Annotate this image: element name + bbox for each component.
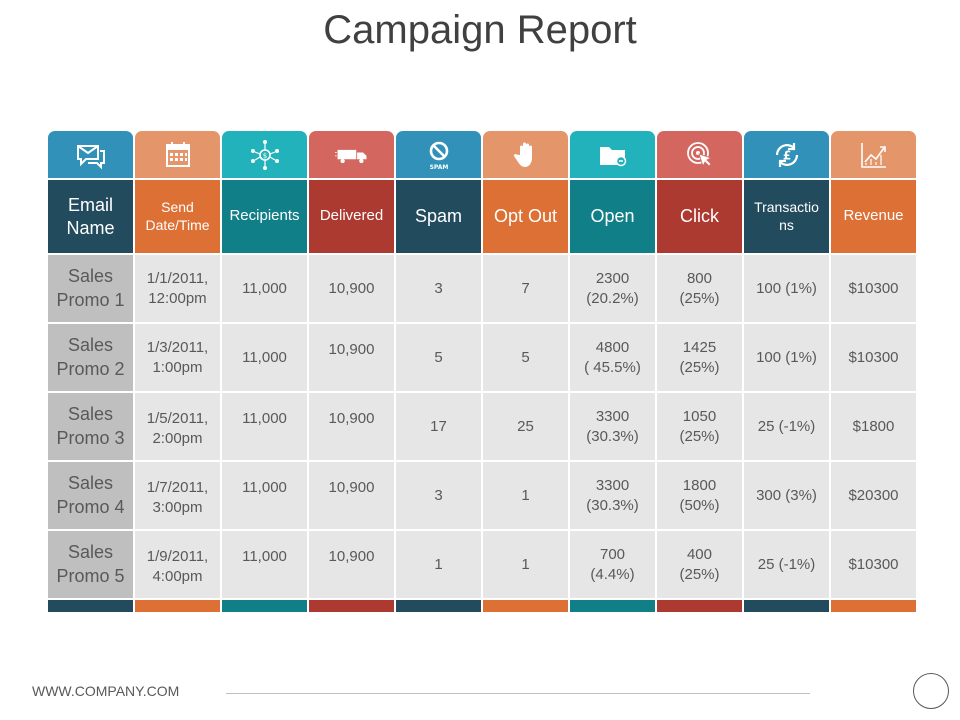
row-2-spam: 5 [396,324,481,391]
spam-icon: SPAM [396,131,481,178]
spam-icon-label: SPAM [429,164,448,171]
row-5-transactions: 25 (-1%) [744,531,829,598]
footer-strip [831,600,916,612]
row-1-open: 2300 (20.2%) [570,255,655,322]
campaign-table: $ SPAM £ Email Name Send Date/Time Recip… [48,131,916,612]
row-5-send-date: 1/9/2011, 4:00pm [135,531,220,598]
row-5-email-name: Sales Promo 5 [48,531,133,598]
header-click: Click [657,180,742,253]
row-2-transactions: 100 (1%) [744,324,829,391]
row-3-click: 1050 (25%) [657,393,742,460]
growth-chart-icon [831,131,916,178]
header-opt-out: Opt Out [483,180,568,253]
footer-strip [483,600,568,612]
row-2-revenue: $10300 [831,324,916,391]
header-recipients: Recipients [222,180,307,253]
row-5-opt-out: 1 [483,531,568,598]
footer-circle-icon [913,673,949,709]
row-3-email-name: Sales Promo 3 [48,393,133,460]
row-5-open: 700 (4.4%) [570,531,655,598]
row-2-open: 4800 ( 45.5%) [570,324,655,391]
recipients-network-icon: $ [222,131,307,178]
row-3-opt-out: 25 [483,393,568,460]
page-title: Campaign Report [323,8,637,52]
footer-strip [570,600,655,612]
pound-exchange-icon: £ [744,131,829,178]
row-2-send-date: 1/3/2011, 1:00pm [135,324,220,391]
header-open: Open [570,180,655,253]
footer-strip [396,600,481,612]
row-2-recipients: 11,000 [222,324,307,391]
row-3-revenue: $1800 [831,393,916,460]
row-1-recipients: 11,000 [222,255,307,322]
footer-url: WWW.COMPANY.COM [32,683,180,699]
email-icon [48,131,133,178]
footer-strip [135,600,220,612]
row-3-recipients: 11,000 [222,393,307,460]
row-2-email-name: Sales Promo 2 [48,324,133,391]
header-spam: Spam [396,180,481,253]
row-3-open: 3300 (30.3%) [570,393,655,460]
row-4-revenue: $20300 [831,462,916,529]
footer-strip [48,600,133,612]
row-1-send-date: 1/1/2011, 12:00pm [135,255,220,322]
open-folder-icon [570,131,655,178]
row-3-spam: 17 [396,393,481,460]
footer-divider [226,693,810,694]
row-5-revenue: $10300 [831,531,916,598]
row-3-send-date: 1/5/2011, 2:00pm [135,393,220,460]
footer-strip [309,600,394,612]
row-2-delivered: 10,900 [309,324,394,391]
row-2-click: 1425 (25%) [657,324,742,391]
row-4-transactions: 300 (3%) [744,462,829,529]
row-3-transactions: 25 (-1%) [744,393,829,460]
calendar-icon [135,131,220,178]
footer-strip [744,600,829,612]
svg-text:$: $ [262,152,266,160]
row-1-delivered: 10,900 [309,255,394,322]
footer-strip [222,600,307,612]
row-4-recipients: 11,000 [222,462,307,529]
row-5-spam: 1 [396,531,481,598]
row-4-spam: 3 [396,462,481,529]
hand-stop-icon [483,131,568,178]
row-3-delivered: 10,900 [309,393,394,460]
row-4-email-name: Sales Promo 4 [48,462,133,529]
row-4-open: 3300 (30.3%) [570,462,655,529]
row-5-click: 400 (25%) [657,531,742,598]
row-5-delivered: 10,900 [309,531,394,598]
row-4-opt-out: 1 [483,462,568,529]
header-revenue: Revenue [831,180,916,253]
row-2-opt-out: 5 [483,324,568,391]
row-4-click: 1800 (50%) [657,462,742,529]
row-1-transactions: 100 (1%) [744,255,829,322]
row-1-email-name: Sales Promo 1 [48,255,133,322]
row-1-opt-out: 7 [483,255,568,322]
svg-text:£: £ [782,148,790,162]
row-1-revenue: $10300 [831,255,916,322]
row-4-send-date: 1/7/2011, 3:00pm [135,462,220,529]
header-delivered: Delivered [309,180,394,253]
header-email-name: Email Name [48,180,133,253]
row-4-delivered: 10,900 [309,462,394,529]
row-1-spam: 3 [396,255,481,322]
row-5-recipients: 11,000 [222,531,307,598]
delivery-truck-icon [309,131,394,178]
click-target-icon [657,131,742,178]
header-transactions: Transactio ns [744,180,829,253]
row-1-click: 800 (25%) [657,255,742,322]
footer-strip [657,600,742,612]
header-send-date-time: Send Date/Time [135,180,220,253]
